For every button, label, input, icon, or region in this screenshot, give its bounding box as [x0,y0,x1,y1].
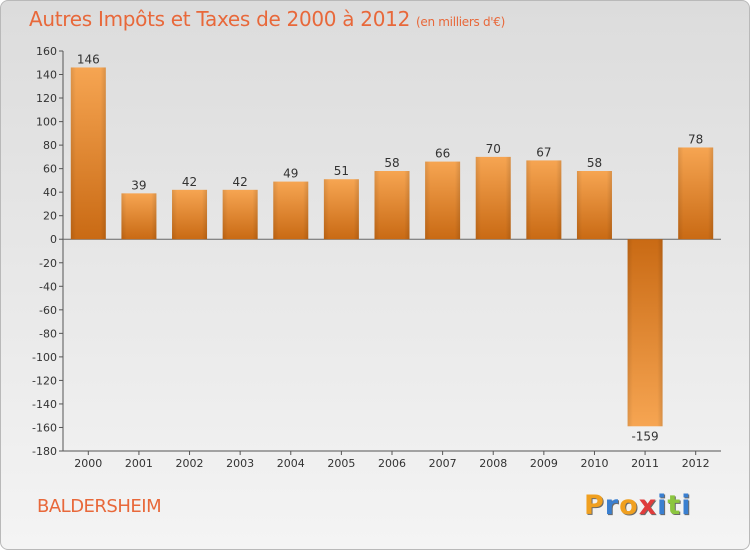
x-tick-label: 2008 [479,457,507,470]
x-tick-label: 2006 [378,457,406,470]
y-tick-label: -160 [32,421,57,434]
bar-shade [576,171,612,240]
x-tick-label: 2005 [327,457,355,470]
y-tick-label: 60 [43,163,57,176]
data-label: 58 [384,156,399,170]
y-tick-label: -100 [32,351,57,364]
data-label: 42 [233,175,248,189]
bar [678,147,714,240]
x-tick-label: 2003 [226,457,254,470]
bar [172,189,208,240]
y-tick-label: -80 [39,327,57,340]
x-tick-label: 2009 [530,457,558,470]
data-label: 78 [688,132,703,146]
bar [323,179,359,240]
bar-shade [425,161,461,240]
bar [273,181,309,240]
y-tick-label: -140 [32,398,57,411]
bar [526,160,562,240]
bar [475,156,511,240]
bar [121,193,157,240]
x-tick-label: 2002 [176,457,204,470]
x-tick-label: 2004 [277,457,305,470]
bar-shade [273,181,309,240]
data-label: 49 [283,167,298,181]
y-tick-label: 20 [43,210,57,223]
x-tick-label: 2012 [682,457,710,470]
chart-title: Autres Impôts et Taxes de 2000 à 2012 (en… [29,7,505,31]
logo-letter: t [667,490,682,521]
bar [70,67,106,240]
bar-shade [222,189,258,240]
logo-letter: P [584,490,605,521]
data-label: 66 [435,147,450,161]
bar-shade [678,147,714,240]
data-label: 146 [77,52,100,66]
data-label: 58 [587,156,602,170]
y-tick-label: -20 [39,257,57,270]
logo-letter: x [638,490,658,521]
y-tick-label: -180 [32,445,57,458]
y-tick-label: -40 [39,280,57,293]
y-tick-label: -60 [39,304,57,317]
bar-shade [70,67,106,240]
y-tick-label: 40 [43,186,57,199]
data-label: 42 [182,175,197,189]
y-tick-label: 140 [36,69,57,82]
bar [576,171,612,240]
bar [425,161,461,240]
y-tick-label: 160 [36,45,57,58]
x-tick-label: 2010 [580,457,608,470]
chart-title-text: Autres Impôts et Taxes de 2000 à 2012 [29,7,410,31]
commune-name: BALDERSHEIM [37,496,162,517]
y-tick-label: 100 [36,116,57,129]
data-label: -159 [631,429,658,443]
logo-letter: i [681,490,692,521]
x-tick-label: 2007 [429,457,457,470]
bar-shade [323,179,359,240]
y-tick-label: 120 [36,92,57,105]
x-tick-label: 2000 [74,457,102,470]
data-label: 39 [131,178,146,192]
bar-shade [475,156,511,240]
y-tick-label: -120 [32,374,57,387]
logo-letter: i [657,490,668,521]
data-label: 67 [536,145,551,159]
data-labels: 146 39 42 42 49 51 58 66 70 67 58 -159 78 [77,52,703,443]
bar-shade [526,160,562,240]
bar [627,239,663,427]
bars [70,67,714,427]
x-tick-label: 2011 [631,457,659,470]
data-label: 70 [486,142,501,156]
logo-letter: r [604,490,620,521]
x-tick-label: 2001 [125,457,153,470]
axes: 160 140 120 100 80 60 40 20 0 -20 -40 -60 -80 -100 -12… [32,45,721,470]
logo-letter: o [619,490,639,521]
bar [374,171,410,240]
y-tick-label: 80 [43,139,57,152]
bar-shade [121,193,157,240]
bar-shade [172,189,208,240]
data-label: 51 [334,164,349,178]
bar-shade [374,171,410,240]
proxiti-logo: Proxiti [584,490,692,521]
chart-unit: (en milliers d'€) [416,15,506,29]
bar-shade [627,239,663,427]
y-tick-label: 0 [50,233,57,246]
bar [222,189,258,240]
